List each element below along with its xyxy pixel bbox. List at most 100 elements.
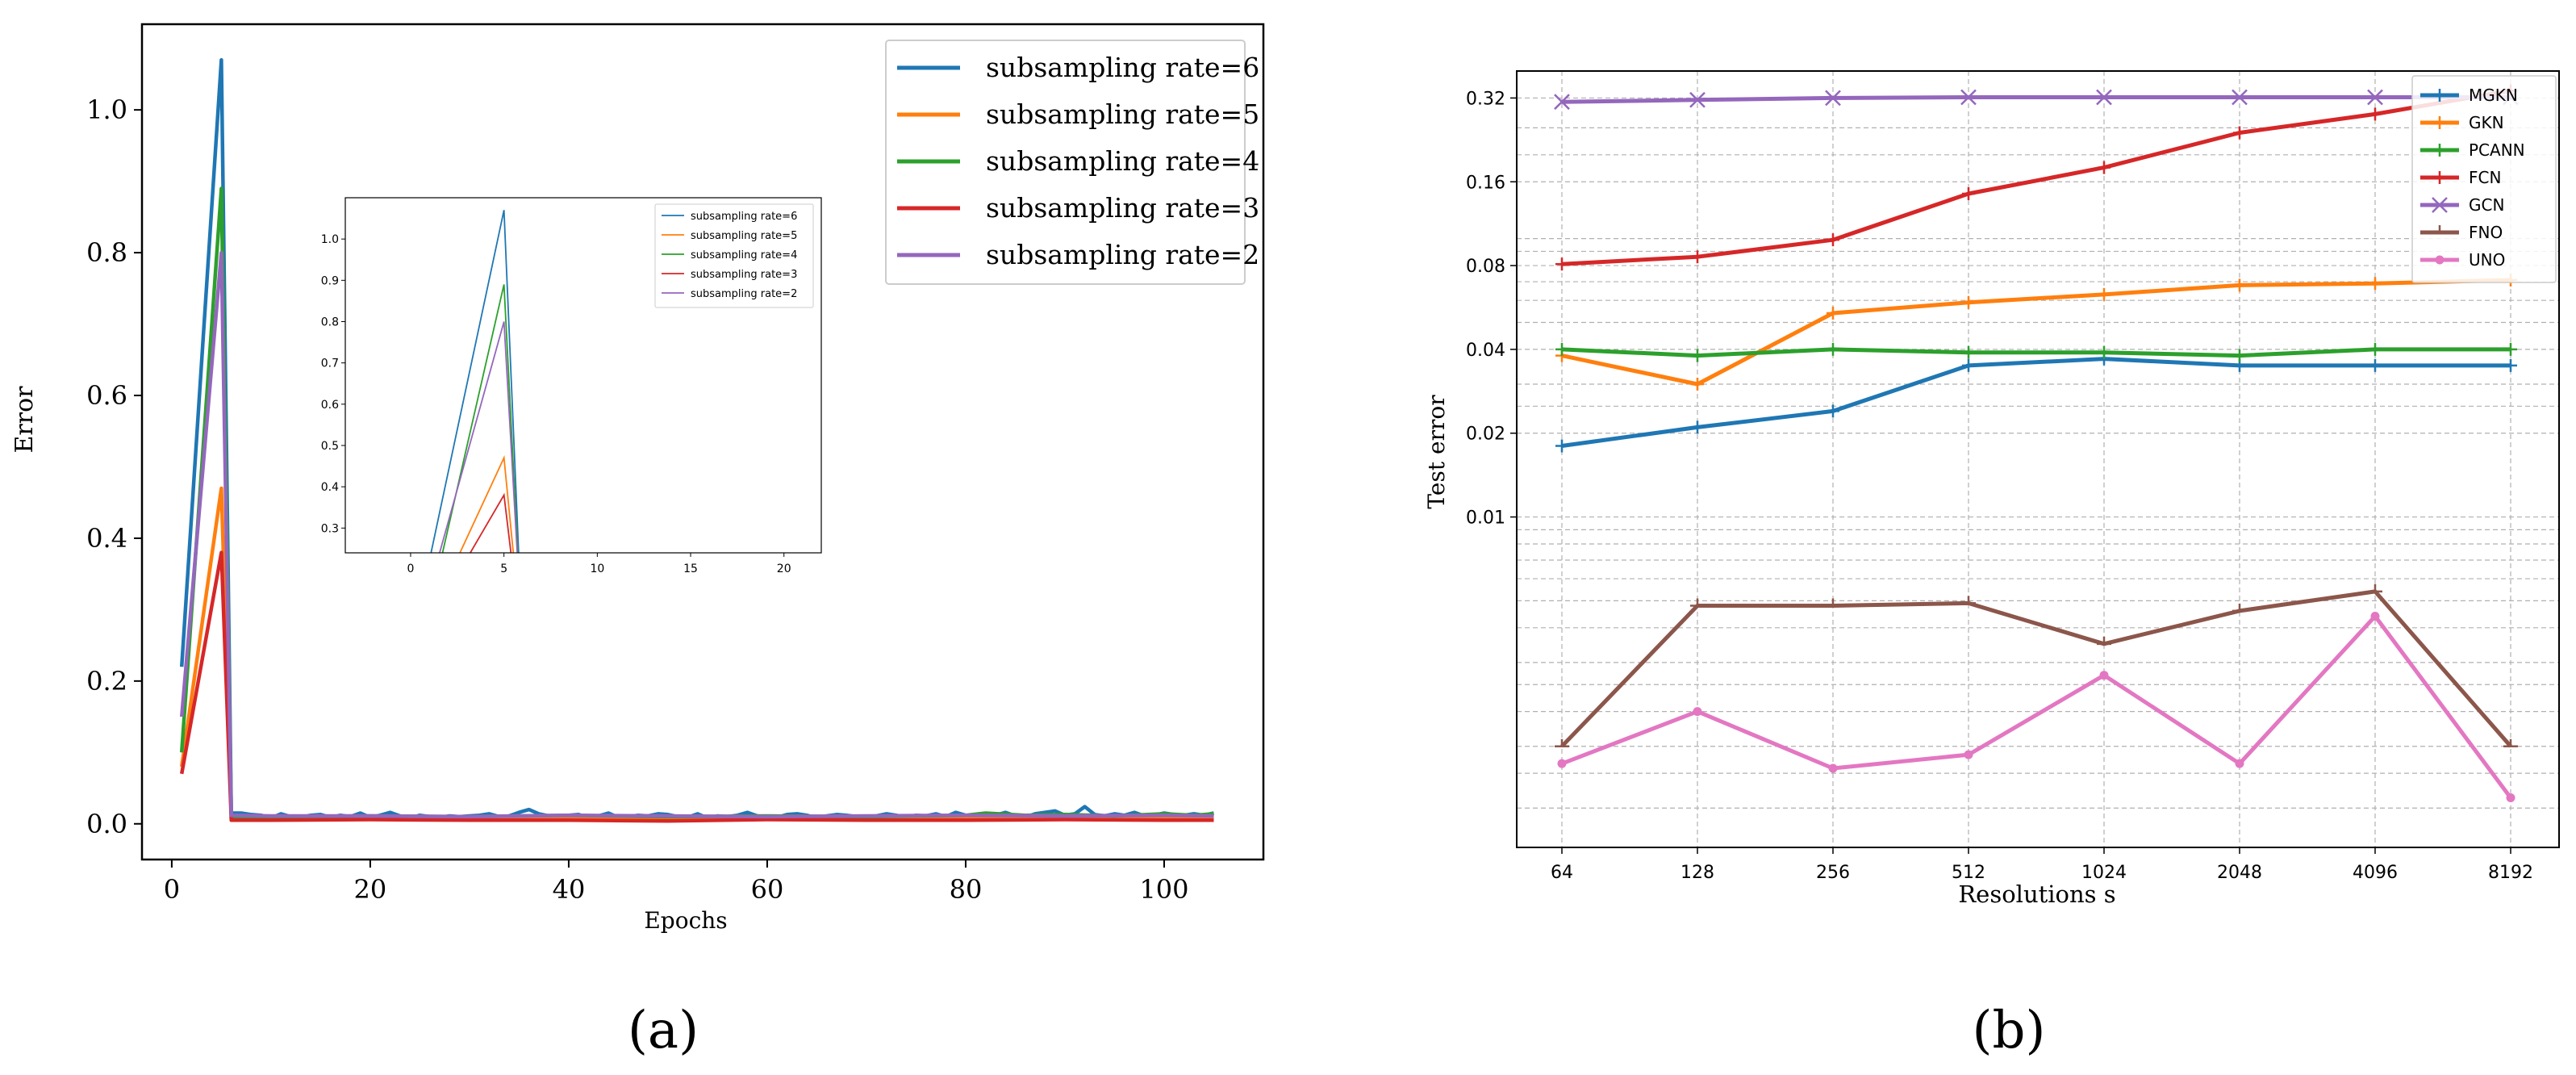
- point-marker: [2369, 277, 2382, 291]
- point-marker: [1691, 349, 1704, 362]
- point-marker: [1555, 342, 1568, 356]
- series-line: [1561, 95, 2511, 104]
- panel-a-legend: subsampling rate=6 subsampling rate=5 subs…: [885, 40, 1259, 285]
- point-marker: [1827, 404, 1839, 418]
- panel-b-series-group: [1554, 84, 2519, 802]
- y-tick-label: 0.01: [1466, 508, 1505, 529]
- series-line: [1561, 88, 2511, 266]
- inset-legend-entry: subsampling rate=6: [691, 211, 797, 223]
- panel-b-label: (b): [1973, 1001, 2046, 1060]
- inset-x-tick-label: 5: [500, 563, 507, 575]
- point-marker: [1826, 598, 1840, 607]
- point-marker: [2369, 107, 2382, 121]
- inset-frame: [344, 197, 822, 554]
- y-tick-label: 0.02: [1466, 425, 1505, 445]
- point-marker: [1828, 763, 1838, 773]
- inset-x-tick-label: 15: [683, 563, 698, 575]
- panel-b-frame: [1516, 70, 2560, 848]
- point-marker: [1557, 759, 1567, 768]
- panel-a-legend-box: [885, 40, 1246, 285]
- point-marker: [2433, 89, 2446, 102]
- panel-a-y-ticks: 0.0 0.2 0.4 0.6 0.8 1.0: [86, 94, 142, 839]
- legend-entry: UNO: [2469, 250, 2505, 270]
- x-tick-label: 64: [1551, 863, 1573, 883]
- point-marker: [1555, 439, 1568, 453]
- point-marker: [2098, 345, 2110, 359]
- series-line: [1560, 589, 2512, 748]
- inset-legend-entry: subsampling rate=5: [691, 230, 797, 242]
- point-marker: [1691, 378, 1704, 391]
- point-marker: [2504, 358, 2517, 372]
- panel-a-x-axis-label: Epochs: [644, 907, 727, 934]
- legend-entry: subsampling rate=4: [986, 145, 1259, 177]
- inset-x-tick-label: 0: [407, 563, 415, 575]
- panel-b-legend: MGKN GKN PCANN FCN GCN FNO UNO: [2411, 75, 2557, 283]
- y-tick-label: 0.08: [1466, 257, 1505, 277]
- point-marker: [1827, 233, 1839, 247]
- point-marker: [1962, 358, 1975, 372]
- series-line: [1561, 278, 2511, 387]
- y-tick-label: 0.16: [1466, 173, 1505, 193]
- series-pcann: [1555, 342, 2517, 362]
- panel-b-x-ticks: 64 128 256 512 1024 2048 4096 8192: [1551, 847, 2533, 883]
- legend-entry: GCN: [2469, 195, 2504, 215]
- y-tick-label: 0.8: [86, 237, 127, 268]
- point-marker: [1964, 750, 1973, 759]
- legend-entry: GKN: [2469, 113, 2504, 132]
- legend-entry: PCANN: [2469, 140, 2525, 160]
- panel-b-y-axis-label: Test error: [1423, 395, 1450, 509]
- legend-entry: MGKN: [2469, 86, 2518, 105]
- panel-b-grid: [1517, 71, 2559, 847]
- x-tick-label: 40: [553, 874, 586, 905]
- panel-a-x-ticks: 0 20 40 60 80 100: [164, 860, 1189, 905]
- point-marker: [2233, 349, 2246, 362]
- point-marker: [2432, 197, 2448, 213]
- inset-y-ticks: 0.3 0.4 0.5 0.6 0.7 0.8 0.9 1.0: [321, 233, 345, 535]
- point-marker: [2098, 161, 2110, 174]
- point-marker: [2433, 116, 2446, 129]
- y-tick-label: 0.32: [1466, 89, 1505, 109]
- y-tick-label: 0.6: [86, 380, 127, 411]
- point-marker: [2433, 144, 2446, 157]
- inset-y-tick-label: 0.6: [321, 399, 339, 412]
- point-marker: [2096, 89, 2112, 106]
- inset-series-group: [430, 210, 520, 553]
- panel-b-y-ticks: 0.01 0.02 0.04 0.08 0.16 0.32: [1466, 89, 1517, 529]
- y-tick-label: 0.4: [86, 523, 127, 554]
- series-line: [1561, 614, 2513, 799]
- x-tick-label: 8192: [2488, 863, 2533, 883]
- panel-a-series-group: [179, 57, 1214, 823]
- y-tick-label: 0.2: [86, 666, 127, 696]
- point-marker: [1691, 420, 1704, 434]
- inset-legend-entry: subsampling rate=2: [691, 288, 797, 300]
- inset-legend-box: [654, 203, 814, 308]
- x-tick-label: 80: [950, 874, 983, 905]
- y-tick-label: 0.0: [86, 809, 127, 839]
- panel-a-label: (a): [628, 1001, 699, 1060]
- x-tick-label: 2048: [2217, 863, 2262, 883]
- legend-entry: subsampling rate=6: [986, 52, 1259, 83]
- panel-b-x-axis-label: Resolutions s: [1958, 880, 2115, 908]
- point-marker: [2097, 636, 2111, 646]
- panel-a-frame: [140, 23, 1265, 861]
- panel-b-chart: 64 128 256 512 1024 2048 4096 8192 0.01 0.02 0.04…: [1423, 70, 2560, 908]
- point-marker: [1691, 250, 1704, 264]
- point-marker: [2435, 255, 2444, 265]
- series-line-4: [179, 250, 1214, 819]
- inset-x-tick-label: 20: [777, 563, 791, 575]
- point-marker: [1555, 257, 1568, 271]
- point-marker: [2233, 126, 2246, 140]
- series-gcn: [1554, 89, 2519, 111]
- x-tick-label: 60: [751, 874, 784, 905]
- x-tick-label: 1024: [2081, 863, 2127, 883]
- inset-legend-entry: subsampling rate=4: [691, 249, 797, 261]
- legend-entry: subsampling rate=3: [986, 192, 1259, 224]
- point-marker: [2369, 342, 2382, 356]
- series-uno: [1557, 612, 2515, 802]
- point-marker: [2432, 225, 2447, 234]
- inset-y-tick-label: 0.8: [321, 316, 339, 328]
- inset-y-tick-label: 0.9: [321, 274, 339, 287]
- point-marker: [2232, 89, 2248, 106]
- point-marker: [1827, 306, 1839, 320]
